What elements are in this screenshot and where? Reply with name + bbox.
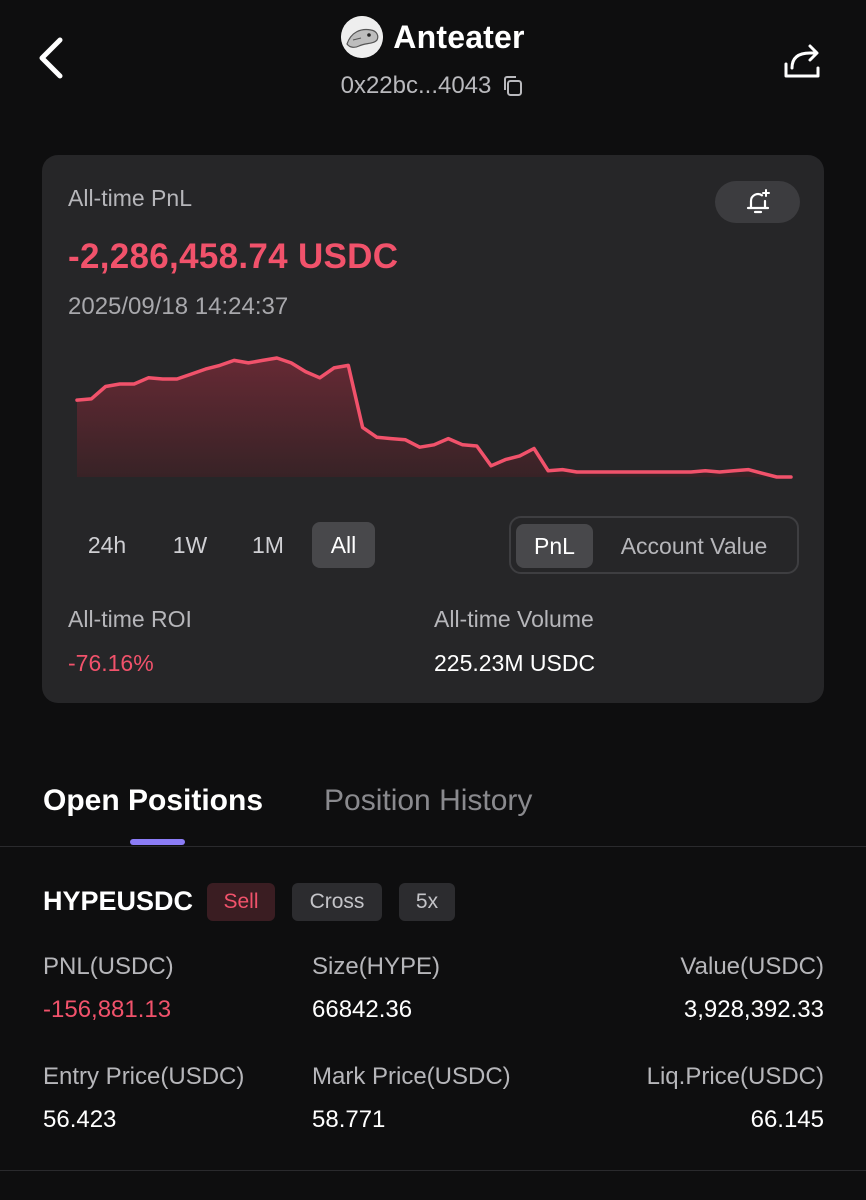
pnl-usdc-label: PNL(USDC) (43, 953, 174, 980)
position-symbol[interactable]: HYPEUSDC (43, 886, 194, 916)
tabs-divider (0, 846, 866, 847)
pnl-value: -2,286,458.74 USDC (68, 237, 399, 276)
address-row: 0x22bc...4043 (0, 72, 866, 100)
bell-plus-icon (746, 189, 770, 214)
size-value: 66842.36 (312, 996, 413, 1023)
anteater-avatar-icon (341, 16, 384, 58)
pnl-card: All-time PnL -2,286,458.74 USDC 2025/09/… (42, 155, 824, 703)
roi-value: -76.16% (68, 650, 154, 676)
entry-price-label: Entry Price(USDC) (43, 1063, 245, 1090)
roi-label: All-time ROI (68, 606, 192, 632)
pnl-usdc-value: -156,881.13 (43, 996, 172, 1023)
leverage-badge: 5x (399, 883, 455, 921)
share-button[interactable] (780, 38, 824, 82)
toggle-pnl[interactable]: PnL (516, 524, 593, 568)
margin-mode-badge: Cross (292, 883, 382, 921)
chart-area (77, 358, 791, 477)
wallet-title-bar: Anteater (0, 16, 866, 58)
chart-mode-toggle: PnL Account Value (509, 516, 799, 574)
range-tab-1m[interactable]: 1M (252, 531, 284, 558)
mark-price-label: Mark Price(USDC) (312, 1063, 511, 1090)
share-icon (784, 44, 820, 78)
range-tab-1w[interactable]: 1W (172, 531, 208, 558)
timestamp: 2025/09/18 14:24:37 (68, 293, 289, 320)
back-button[interactable] (32, 34, 72, 82)
wallet-address: 0x22bc...4043 (340, 72, 492, 99)
add-alert-button[interactable] (715, 181, 800, 223)
position-divider (0, 1170, 866, 1171)
range-tab-all[interactable]: All (312, 522, 375, 568)
wallet-name: Anteater (393, 18, 525, 55)
volume-label: All-time Volume (434, 606, 594, 632)
chevron-left-icon (39, 37, 63, 79)
active-tab-indicator (130, 839, 185, 845)
pnl-chart[interactable] (74, 345, 796, 495)
toggle-account-value[interactable]: Account Value (620, 532, 768, 559)
entry-price-value: 56.423 (43, 1106, 117, 1133)
volume-value: 225.23M USDC (434, 650, 596, 676)
tab-position-history[interactable]: Position History (324, 784, 533, 817)
copy-icon[interactable] (501, 74, 525, 98)
tab-open-positions[interactable]: Open Positions (43, 784, 264, 817)
pnl-label: All-time PnL (68, 185, 192, 211)
mark-price-value: 58.771 (312, 1106, 386, 1133)
value-value: 3,928,392.33 (683, 996, 824, 1023)
side-badge: Sell (207, 883, 275, 921)
liq-price-value: 66.145 (750, 1106, 824, 1133)
avatar[interactable] (341, 16, 384, 58)
chart-line (75, 356, 793, 479)
value-label: Value(USDC) (680, 953, 824, 980)
size-label: Size(HYPE) (312, 953, 441, 980)
liq-price-label: Liq.Price(USDC) (646, 1063, 824, 1090)
range-tab-24h[interactable]: 24h (87, 531, 127, 558)
